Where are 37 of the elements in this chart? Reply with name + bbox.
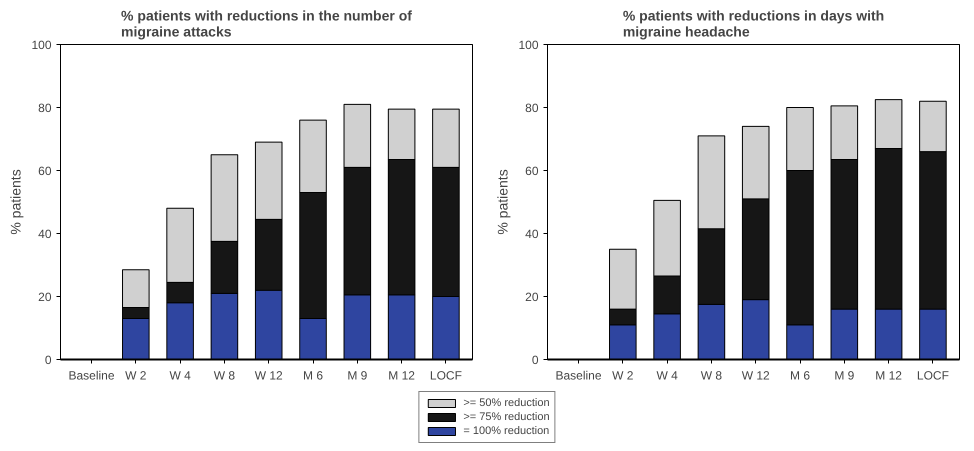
x-tick-label: W 4 bbox=[169, 368, 192, 382]
y-tick-label: 0 bbox=[44, 353, 52, 367]
y-tick-label: 60 bbox=[38, 164, 52, 178]
x-tick-label: W 2 bbox=[125, 368, 147, 382]
x-tick-label: Baseline bbox=[555, 368, 602, 382]
x-tick-label: M 12 bbox=[875, 368, 902, 382]
y-tick-label: 100 bbox=[518, 38, 539, 52]
x-tick-label: W 12 bbox=[742, 368, 770, 382]
y-tick-label: 20 bbox=[38, 290, 52, 304]
chart-title: % patients with reductions in days with migraine headache bbox=[622, 8, 884, 40]
x-tick-label: M 6 bbox=[790, 368, 810, 382]
x-tick-label: M 9 bbox=[834, 368, 855, 382]
x-tick-label: LOCF bbox=[916, 368, 949, 382]
x-tick-label: M 12 bbox=[388, 368, 416, 382]
y-tick-label: 0 bbox=[532, 353, 539, 367]
y-axis-title: % patients bbox=[7, 169, 24, 235]
y-tick-label: 40 bbox=[38, 227, 52, 241]
y-tick-label: 40 bbox=[525, 227, 539, 241]
y-axis-title: % patients bbox=[494, 169, 510, 235]
legend-label: = 100% reduction bbox=[463, 425, 550, 437]
x-tick-label: M 9 bbox=[347, 368, 368, 382]
x-tick-label: M 6 bbox=[303, 368, 324, 382]
x-tick-label: W 4 bbox=[656, 368, 678, 382]
x-tick-label: W 8 bbox=[214, 368, 236, 382]
y-tick-label: 20 bbox=[525, 290, 539, 304]
chart-title: % patients with reductions in the number of migraine attacks bbox=[121, 8, 412, 40]
x-tick-label: W 8 bbox=[700, 368, 722, 382]
x-tick-label: Baseline bbox=[68, 368, 115, 382]
y-tick-label: 80 bbox=[525, 101, 539, 115]
y-tick-label: 80 bbox=[38, 101, 52, 115]
y-tick-label: 60 bbox=[525, 164, 539, 178]
y-tick-label: 100 bbox=[31, 38, 52, 52]
x-tick-label: W 12 bbox=[254, 368, 284, 382]
legend-label: >= 50% reduction bbox=[463, 397, 550, 409]
x-tick-label: LOCF bbox=[430, 368, 462, 382]
legend-label: >= 75% reduction bbox=[463, 411, 550, 423]
x-tick-label: W 2 bbox=[612, 368, 634, 382]
